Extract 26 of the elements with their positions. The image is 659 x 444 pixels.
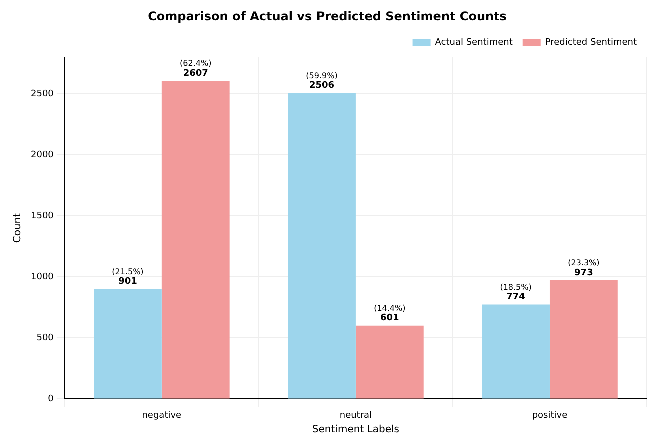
data-label: (14.4%) 601: [374, 304, 406, 324]
x-tick-label: positive: [532, 410, 568, 421]
y-tick-label: 0: [48, 394, 54, 405]
bar: [288, 93, 356, 399]
data-label: (62.4%) 2607: [180, 59, 212, 79]
legend-label: Actual Sentiment: [435, 38, 514, 48]
bar: [94, 289, 162, 399]
y-tick-label: 1500: [31, 211, 54, 222]
data-label: (18.5%) 774: [500, 282, 532, 303]
y-tick-label: 2000: [31, 150, 54, 160]
x-tick-label: neutral: [340, 410, 372, 421]
data-label: (59.9%) 2506: [306, 71, 338, 92]
x-tick-label: negative: [142, 410, 182, 421]
legend-label: Predicted Sentiment: [545, 38, 638, 48]
x-axis-title: Sentiment Labels: [312, 424, 400, 436]
bar: [162, 80, 230, 399]
y-tick-label: 2500: [31, 89, 54, 100]
y-tick-label: 1000: [31, 272, 54, 282]
bar: [356, 326, 424, 399]
y-axis-title: Count: [12, 213, 24, 244]
chart-title: Comparison of Actual vs Predicted Sentiment Counts: [148, 9, 507, 24]
data-label: (21.5%) 901: [112, 267, 144, 288]
bar: [482, 304, 550, 399]
data-label: (23.3%) 973: [568, 258, 600, 278]
y-tick-label: 500: [36, 334, 54, 344]
bar: [550, 280, 618, 399]
